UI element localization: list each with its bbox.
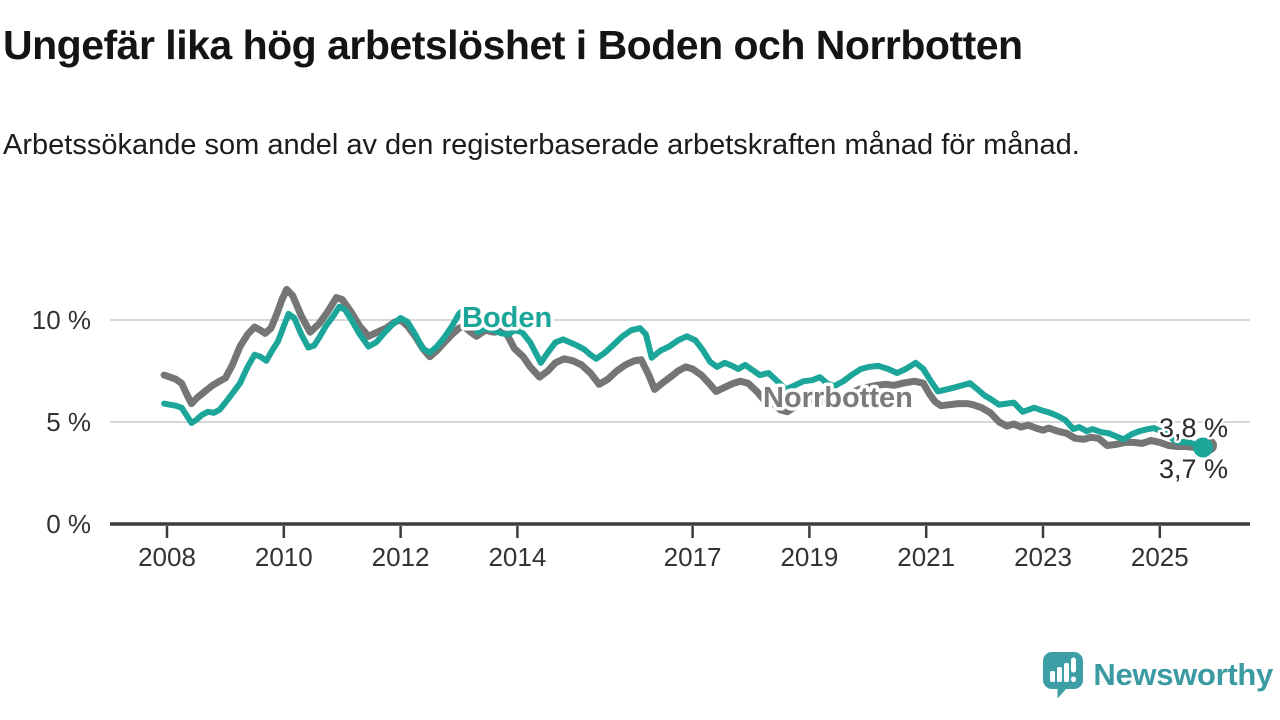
x-axis-tick-label: 2012	[372, 542, 430, 572]
x-axis-tick-label: 2014	[488, 542, 546, 572]
series-line-boden	[161, 303, 1206, 450]
y-axis-tick-label: 0 %	[46, 509, 91, 539]
end-value-label-norrbotten: 3,7 %	[1159, 454, 1228, 484]
newsworthy-branding: Newsworthy	[1042, 651, 1273, 699]
chart-subtitle: Arbetssökande som andel av den registerb…	[3, 129, 1080, 161]
x-axis-tick-label: 2025	[1131, 542, 1189, 572]
series-label-norrbotten: Norrbotten	[763, 382, 913, 414]
x-axis-tick-label: 2021	[897, 542, 955, 572]
x-axis-tick-label: 2023	[1014, 542, 1072, 572]
series-end-dot-boden	[1193, 437, 1214, 458]
line-chart: 10 % 5 % 0 % 2008 2010 2012 2014 2017 2019 2021 20…	[32, 285, 1250, 572]
x-axis-tick-label: 2019	[780, 542, 838, 572]
page-title: Ungefär lika hög arbetslöshet i Boden oc…	[3, 22, 1023, 68]
newsworthy-logo-icon	[1043, 652, 1084, 699]
newsworthy-wordmark: Newsworthy	[1093, 657, 1273, 692]
end-value-label-boden: 3,8 %	[1159, 413, 1228, 443]
x-axis-tick-label: 2017	[664, 542, 722, 572]
series-label-boden: Boden	[462, 302, 552, 334]
y-axis-tick-label: 5 %	[46, 407, 91, 437]
x-axis-tick-label: 2008	[138, 542, 196, 572]
series-line-norrbotten	[160, 285, 1207, 452]
x-axis-tick-label: 2010	[255, 542, 313, 572]
y-axis-tick-label: 10 %	[32, 305, 91, 335]
